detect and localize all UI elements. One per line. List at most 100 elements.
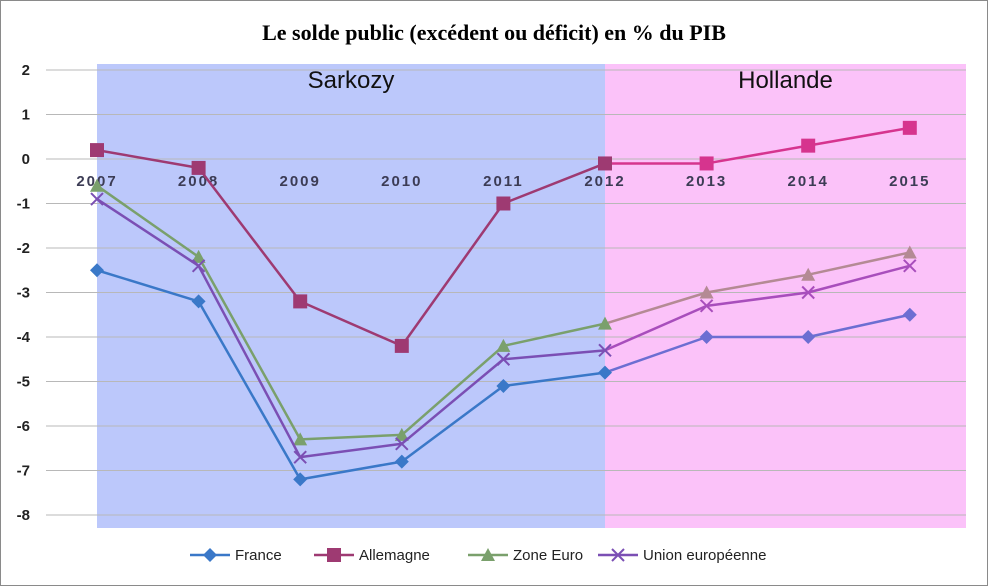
gridlines — [46, 69, 966, 516]
series-segment — [502, 349, 607, 361]
data-point — [598, 156, 612, 171]
series-segment — [603, 304, 708, 352]
series-segment — [502, 322, 607, 348]
data-point — [496, 378, 511, 393]
x-axis-ticks: 200720082009201020112012201320142015 — [76, 173, 930, 190]
period-label: Hollande — [738, 67, 833, 94]
legend-marker — [481, 548, 495, 561]
data-point — [496, 352, 511, 366]
data-point — [395, 437, 409, 451]
legend-item: Allemagne — [314, 547, 430, 564]
series-segment — [400, 344, 505, 437]
series-segment — [806, 313, 912, 339]
series-union-européenne — [90, 192, 917, 464]
y-tick-label: -4 — [17, 329, 31, 346]
y-tick-label: -2 — [17, 240, 30, 257]
y-tick-label: -5 — [17, 374, 30, 391]
series-segment — [298, 300, 404, 348]
period-band-sarkozy — [97, 64, 605, 528]
chart-title: Le solde public (excédent ou déficit) en… — [262, 20, 726, 45]
legend-label: Allemagne — [359, 547, 430, 564]
series-zone-euro — [90, 178, 917, 446]
series-segment — [806, 251, 912, 276]
legend: France Allemagne Zone Euro Union européenne — [190, 547, 766, 564]
x-tick-label: 2015 — [889, 173, 930, 190]
x-tick-label: 2008 — [178, 173, 219, 190]
series-segment — [197, 255, 302, 441]
series-france — [90, 263, 917, 487]
data-point — [394, 454, 409, 469]
data-point — [191, 294, 206, 309]
data-point — [598, 343, 612, 358]
data-point — [903, 259, 917, 273]
legend-item: Union européenne — [598, 547, 766, 564]
y-tick-label: -8 — [17, 507, 30, 524]
data-point — [801, 330, 816, 344]
series-segment — [95, 269, 200, 303]
series-segment — [197, 166, 302, 303]
data-point — [496, 338, 511, 352]
y-tick-label: -1 — [17, 196, 30, 213]
period-bands: Sarkozy Hollande — [97, 64, 966, 528]
legend-marker — [327, 548, 341, 562]
y-tick-label: 1 — [22, 107, 30, 124]
legend-label: Zone Euro — [513, 547, 583, 564]
data-point — [699, 156, 714, 171]
legend-marker — [203, 548, 217, 562]
data-point — [394, 338, 409, 353]
series-segment — [400, 358, 505, 446]
y-tick-label: -7 — [17, 463, 30, 480]
series-segment — [197, 264, 302, 459]
data-point — [191, 249, 206, 263]
data-point — [801, 285, 815, 300]
series-segment — [95, 197, 200, 268]
series-segment — [400, 384, 505, 463]
series-segment — [95, 184, 200, 259]
data-point — [496, 196, 511, 211]
series-group — [90, 120, 917, 487]
x-tick-label: 2013 — [686, 173, 727, 190]
data-point — [293, 472, 308, 487]
data-point — [699, 330, 714, 344]
series-segment — [502, 162, 607, 205]
data-point — [90, 192, 104, 206]
series-segment — [806, 264, 912, 294]
series-segment — [298, 460, 404, 481]
legend-marker — [611, 548, 625, 562]
data-point — [699, 285, 714, 299]
series-segment — [806, 126, 912, 147]
series-segment — [95, 148, 200, 170]
series-segment — [603, 335, 708, 374]
data-point — [902, 307, 917, 322]
y-axis-ticks: 2 1 0 -1 -2 -3 -4 -5 -6 -7 -8 — [17, 62, 31, 524]
x-tick-label: 2014 — [788, 173, 829, 190]
data-point — [191, 160, 206, 175]
x-tick-label: 2009 — [280, 173, 321, 190]
y-tick-label: 0 — [22, 151, 30, 168]
series-segment — [298, 433, 404, 441]
period-label: Sarkozy — [308, 67, 395, 94]
x-tick-label: 2012 — [584, 173, 625, 190]
data-point — [90, 143, 104, 158]
y-tick-label: 2 — [22, 62, 30, 79]
x-tick-label: 2010 — [381, 173, 422, 190]
series-segment — [705, 291, 810, 308]
data-point — [699, 299, 714, 313]
legend-item: Zone Euro — [468, 547, 583, 564]
data-point — [293, 432, 308, 446]
data-point — [801, 138, 816, 153]
series-segment — [705, 273, 810, 294]
data-point — [801, 267, 816, 281]
legend-item: France — [190, 547, 282, 564]
data-point — [598, 316, 612, 330]
series-allemagne — [90, 120, 917, 353]
data-point — [293, 450, 307, 464]
series-segment — [400, 202, 505, 348]
series-segment — [502, 371, 607, 388]
data-point — [191, 259, 206, 273]
series-segment — [298, 442, 404, 459]
y-tick-label: -6 — [17, 418, 30, 435]
data-point — [90, 263, 104, 278]
data-point — [598, 365, 612, 380]
